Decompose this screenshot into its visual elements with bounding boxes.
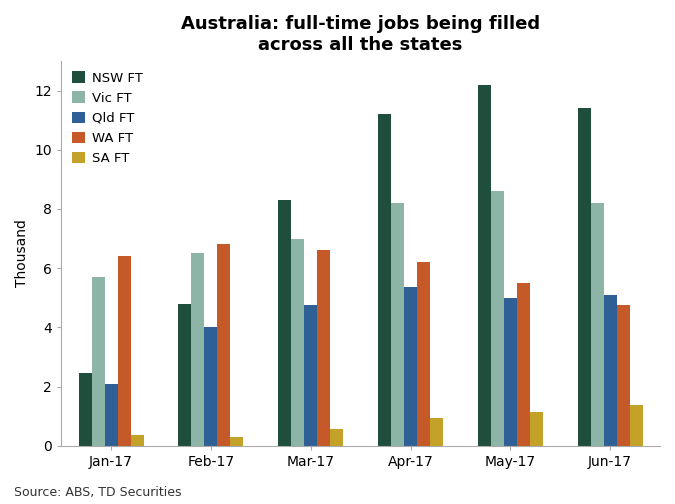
Bar: [117, 257, 130, 446]
Bar: [178, 304, 192, 446]
Bar: [530, 412, 543, 446]
Bar: [417, 262, 430, 446]
Bar: [217, 244, 230, 446]
Bar: [317, 250, 330, 446]
Title: Australia: full-time jobs being filled
across all the states: Australia: full-time jobs being filled a…: [181, 15, 540, 54]
Bar: [491, 191, 504, 446]
Bar: [130, 434, 144, 446]
Bar: [391, 203, 404, 446]
Bar: [278, 200, 291, 446]
Bar: [603, 295, 616, 446]
Text: Source: ABS, TD Securities: Source: ABS, TD Securities: [14, 486, 181, 499]
Bar: [378, 114, 391, 446]
Bar: [304, 305, 317, 446]
Legend: NSW FT, Vic FT, Qld FT, WA FT, SA FT: NSW FT, Vic FT, Qld FT, WA FT, SA FT: [68, 68, 146, 169]
Bar: [205, 328, 217, 446]
Bar: [330, 428, 343, 446]
Bar: [192, 254, 205, 446]
Bar: [291, 238, 304, 446]
Bar: [105, 384, 117, 446]
Bar: [616, 305, 630, 446]
Y-axis label: Thousand: Thousand: [15, 219, 29, 287]
Bar: [517, 283, 530, 446]
Bar: [230, 437, 244, 446]
Bar: [504, 298, 517, 446]
Bar: [591, 203, 603, 446]
Bar: [430, 418, 443, 446]
Bar: [478, 85, 491, 446]
Bar: [92, 277, 105, 446]
Bar: [404, 287, 417, 446]
Bar: [578, 108, 591, 446]
Bar: [79, 373, 92, 446]
Bar: [630, 405, 643, 446]
